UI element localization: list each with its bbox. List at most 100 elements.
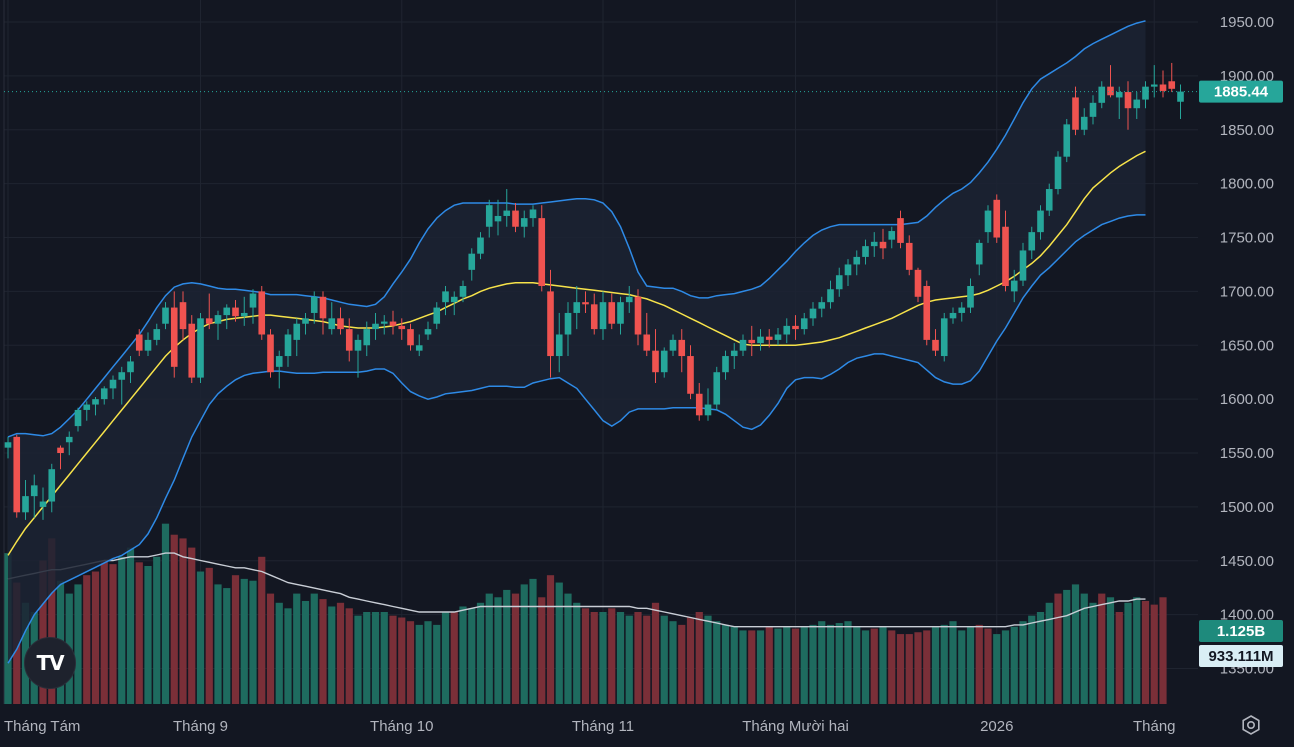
volume-bar xyxy=(328,606,336,704)
candle-body xyxy=(354,339,362,351)
candle xyxy=(599,291,607,340)
candle xyxy=(1019,242,1027,287)
candle-body xyxy=(100,388,108,400)
candle-body xyxy=(993,199,1001,238)
volume-bar xyxy=(406,621,415,704)
candle-body xyxy=(468,253,476,270)
time-tick-label: Tháng Tám xyxy=(4,718,80,735)
volume-bar xyxy=(336,602,345,704)
candle xyxy=(1159,70,1167,98)
candle xyxy=(337,307,344,335)
candle-body xyxy=(652,350,659,373)
time-axis[interactable]: Tháng Tám Tháng 9 Tháng 10 Tháng 11 Tháng Mư… xyxy=(4,718,1176,735)
candle-body xyxy=(144,339,152,351)
candle-body xyxy=(1072,97,1079,130)
candle-body xyxy=(722,356,729,373)
candle-body xyxy=(267,334,274,373)
volume-bar xyxy=(783,626,791,704)
candle xyxy=(328,302,336,335)
volume-bar xyxy=(196,571,205,704)
volume-bar xyxy=(660,615,668,704)
candle xyxy=(267,329,274,378)
volume-bar xyxy=(739,630,747,704)
volume-bar xyxy=(126,547,135,704)
volume-bar xyxy=(48,538,56,704)
candle-body xyxy=(687,356,694,394)
candle-body xyxy=(835,275,843,290)
candle-body xyxy=(958,307,966,313)
time-tick-label: Tháng 9 xyxy=(173,718,228,735)
volume-bar xyxy=(1063,589,1071,704)
candle xyxy=(275,350,283,389)
candle-body xyxy=(1045,189,1053,211)
candle-body xyxy=(1063,124,1071,157)
candle-body xyxy=(1177,91,1184,102)
candle xyxy=(1072,86,1079,136)
candle xyxy=(407,323,414,351)
tradingview-logo[interactable]: TV xyxy=(24,637,76,689)
candle xyxy=(1010,269,1018,303)
candle xyxy=(1115,86,1123,119)
volume-bar xyxy=(993,634,1001,704)
volume-bar xyxy=(538,597,546,704)
candle-body xyxy=(459,286,467,297)
candle xyxy=(555,312,563,373)
candle xyxy=(932,329,939,357)
candle xyxy=(704,388,712,421)
volume-bar xyxy=(345,608,353,704)
candle xyxy=(1133,92,1141,119)
candle xyxy=(170,291,178,378)
candle xyxy=(74,407,82,432)
volume-bar xyxy=(923,630,931,704)
candle-body xyxy=(520,218,528,227)
candle xyxy=(232,300,239,322)
candle-body xyxy=(870,241,878,247)
candle xyxy=(302,312,309,335)
volume-bar xyxy=(564,593,572,704)
candle-body xyxy=(74,409,82,427)
tv-logo-icon: TV xyxy=(36,651,64,675)
candle xyxy=(389,310,397,335)
settings-gear-icon[interactable] xyxy=(1238,712,1264,738)
price-tick-label: 1700.00 xyxy=(1220,283,1274,300)
candle xyxy=(363,321,371,357)
candle xyxy=(879,228,887,260)
candle xyxy=(1045,183,1053,216)
candle-body xyxy=(905,242,913,270)
candle xyxy=(1063,118,1071,163)
candle xyxy=(205,293,213,330)
candle-body xyxy=(1019,250,1027,281)
volume-bar xyxy=(1115,612,1123,704)
candle xyxy=(687,345,694,400)
volume-ma-badge-bg xyxy=(1199,645,1283,667)
volume-bar xyxy=(153,556,161,704)
candle xyxy=(503,189,511,227)
volume-ma-badge: 933.111M xyxy=(1199,645,1283,667)
volume-bar xyxy=(371,612,380,704)
candle-body xyxy=(197,318,204,378)
lower-band-line xyxy=(7,214,1146,664)
candle-body xyxy=(214,315,222,324)
volume-bar xyxy=(1045,602,1053,704)
candle-body xyxy=(57,447,64,454)
candle xyxy=(57,445,64,470)
candle xyxy=(800,312,808,335)
candle xyxy=(625,286,633,313)
candle-body xyxy=(372,323,379,330)
volume-bar xyxy=(433,624,441,704)
price-tick-label: 1800.00 xyxy=(1220,176,1274,193)
candle-body xyxy=(48,469,56,502)
volume-bar xyxy=(231,575,240,704)
candle-body xyxy=(862,246,869,257)
candle-body xyxy=(1098,86,1106,103)
candle-body xyxy=(512,210,519,227)
price-tick-label: 1550.00 xyxy=(1220,445,1274,462)
candle-body xyxy=(538,218,546,287)
candle-body xyxy=(573,302,581,313)
candle-body xyxy=(827,289,834,303)
candle xyxy=(127,356,134,383)
volume-bar xyxy=(616,612,625,704)
candle xyxy=(1002,210,1009,292)
